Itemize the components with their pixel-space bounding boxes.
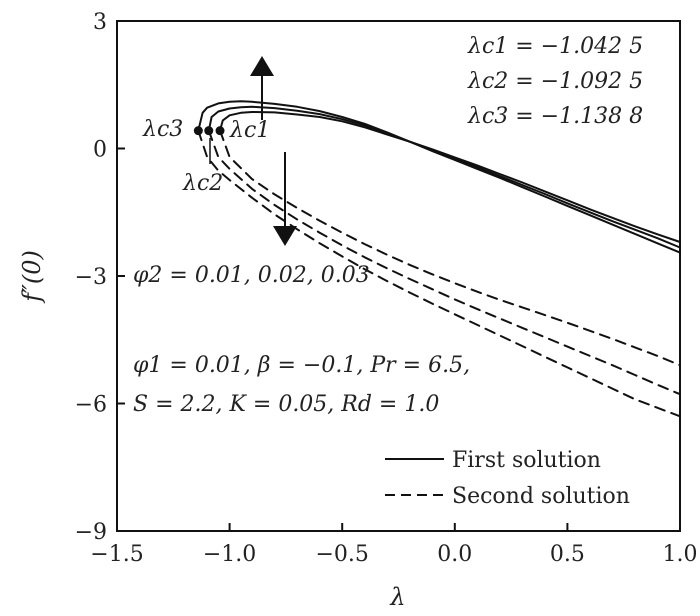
critical-point-3 [193,126,203,136]
critical-point-1 [215,126,225,136]
crit-value-c3: λc3 = −1.138 8 [467,104,643,129]
y-axis-ticks: 3 0 −3 −6 −9 [75,10,125,545]
x-tick-label: 0.0 [437,542,472,567]
crit-value-c2: λc2 = −1.092 5 [467,69,643,94]
x-axis-label: λ [389,583,405,611]
series-line-solid-1 [219,111,681,243]
x-tick-label: 0.5 [550,542,585,567]
params-line-2: S = 2.2, K = 0.05, Rd = 1.0 [133,392,439,417]
x-tick-label: −1.5 [90,542,143,567]
y-tick-label: 3 [93,10,107,35]
y-tick-label: −9 [75,520,107,545]
series-line-dashed-2 [207,129,681,396]
legend: First solution Second solution [385,448,630,509]
critical-points [193,126,225,136]
legend-label-second: Second solution [452,484,630,509]
phi2-annotation: φ2 = 0.01, 0.02, 0.03 [133,263,370,288]
crit-label-c3: λc3 [142,117,183,142]
crit-label-c1: λc1 [229,118,270,143]
x-axis-ticks: −1.5 −1.0 −0.5 0.0 0.5 1.0 [90,523,698,567]
crit-value-c1: λc1 = −1.042 5 [467,34,643,59]
y-tick-label: −3 [75,265,107,290]
y-axis-label: f″(0) [18,250,46,304]
x-tick-label: −0.5 [315,542,368,567]
critical-point-2 [204,126,214,136]
params-line-1: φ1 = 0.01, β = −0.1, Pr = 6.5, [133,353,470,378]
y-tick-label: 0 [93,138,107,163]
series-group [197,100,681,418]
x-tick-label: 1.0 [663,542,698,567]
x-tick-label: −1.0 [203,542,256,567]
y-tick-label: −6 [75,393,107,418]
crit-label-c2: λc2 [182,171,223,196]
series-line-dashed-1 [219,129,681,367]
legend-label-first: First solution [452,448,601,473]
critical-labels: λc3 λc1 λc2 [142,117,270,196]
series-line-solid-3 [197,100,681,254]
critical-values-box: λc1 = −1.042 5 λc2 = −1.092 5 λc3 = −1.1… [467,34,643,129]
series-line-dashed-3 [197,129,681,418]
